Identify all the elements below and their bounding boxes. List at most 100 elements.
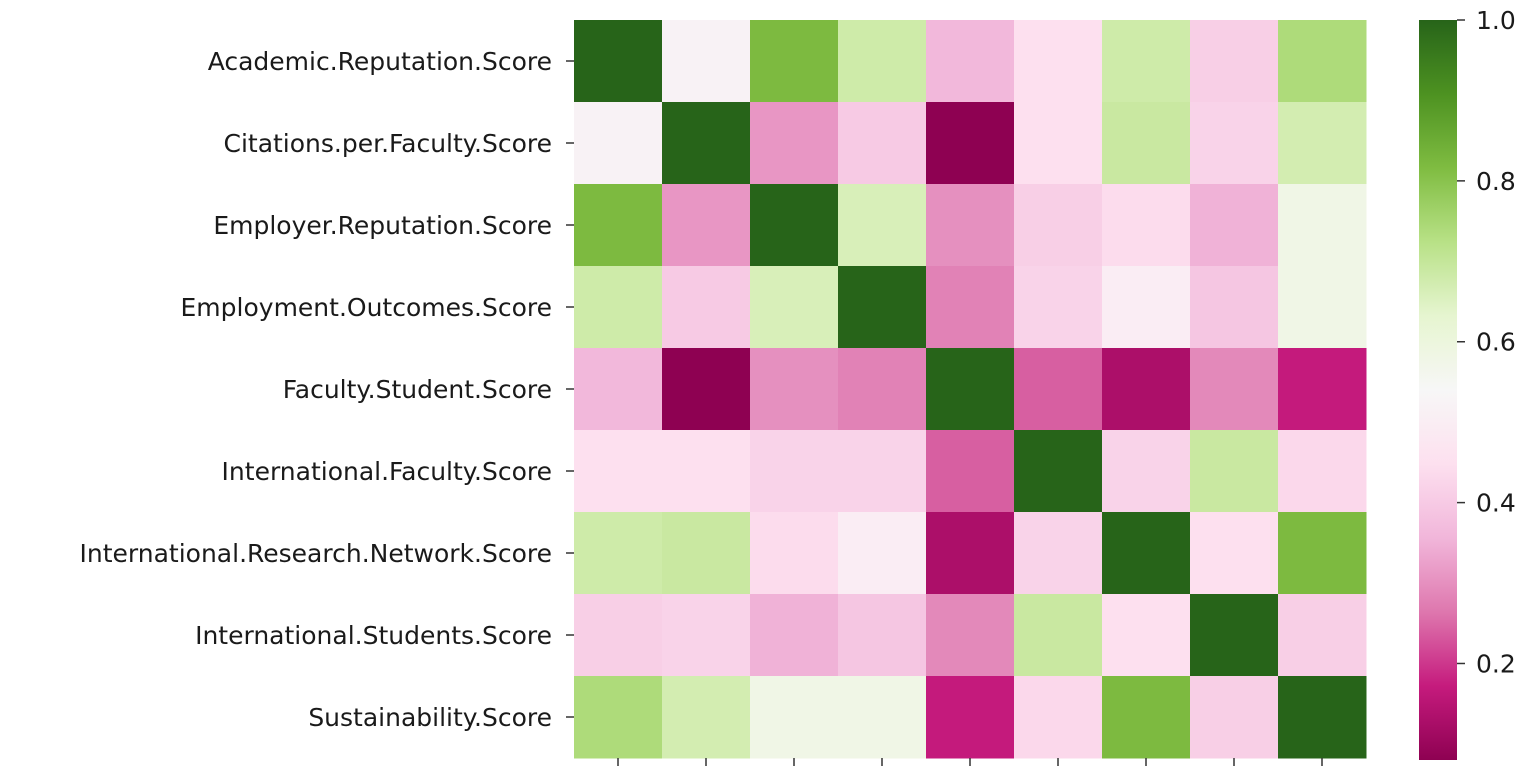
column-tick-marks <box>617 758 1323 766</box>
heatmap-cell <box>574 20 663 103</box>
heatmap-cell <box>1102 266 1191 349</box>
row-tick-label: Academic.Reputation.Score <box>208 47 552 76</box>
heatmap-cell <box>926 430 1015 513</box>
heatmap-cell <box>662 594 751 677</box>
row-tick-labels: Academic.Reputation.Score Citations.per.F… <box>80 47 552 732</box>
heatmap-cell <box>926 20 1015 103</box>
heatmap-cell <box>574 594 663 677</box>
heatmap-cell <box>838 102 927 185</box>
heatmap-cell <box>1014 594 1103 677</box>
heatmap-cell <box>662 348 751 431</box>
heatmap-cell <box>662 512 751 595</box>
row-tick-label: Faculty.Student.Score <box>283 375 552 404</box>
colorbar-tick-label: 0.2 <box>1476 649 1516 678</box>
heatmap-cell <box>926 102 1015 185</box>
heatmap-cell <box>1190 512 1279 595</box>
heatmap-cell <box>1102 184 1191 267</box>
heatmap-cell <box>1190 184 1279 267</box>
colorbar-ticks: 0.2 0.4 0.6 0.8 1.0 <box>1457 6 1516 678</box>
heatmap-cell <box>838 512 927 595</box>
heatmap-cell <box>1190 266 1279 349</box>
heatmap-cell <box>838 430 927 513</box>
heatmap-cell <box>838 184 927 267</box>
heatmap-cell <box>750 430 839 513</box>
heatmap-cell <box>1014 20 1103 103</box>
heatmap-cell <box>662 184 751 267</box>
heatmap-cell <box>926 676 1015 759</box>
heatmap-cell <box>1190 676 1279 759</box>
heatmap-cell <box>1190 430 1279 513</box>
row-tick-label: International.Faculty.Score <box>222 457 552 486</box>
row-tick-label: Employment.Outcomes.Score <box>181 293 552 322</box>
heatmap-cell <box>750 676 839 759</box>
heatmap-cell <box>750 184 839 267</box>
heatmap-cell <box>750 266 839 349</box>
heatmap-cell <box>750 348 839 431</box>
colorbar-tick-label: 0.4 <box>1476 489 1516 518</box>
heatmap-cell <box>662 266 751 349</box>
heatmap-cell <box>1278 430 1367 513</box>
heatmap-cell <box>662 676 751 759</box>
heatmap-cell <box>1278 348 1367 431</box>
heatmap-cell <box>1014 266 1103 349</box>
heatmap-cell <box>1014 430 1103 513</box>
heatmap-cell <box>574 430 663 513</box>
heatmap-cell <box>1190 102 1279 185</box>
row-tick-label: Citations.per.Faculty.Score <box>223 129 552 158</box>
heatmap-cell <box>1014 102 1103 185</box>
colorbar-tick-label: 1.0 <box>1476 6 1516 35</box>
row-tick-label: International.Students.Score <box>195 621 552 650</box>
colorbar-tick-label: 0.8 <box>1476 167 1516 196</box>
heatmap-cell <box>926 348 1015 431</box>
heatmap-cell <box>1278 266 1367 349</box>
heatmap-cell <box>1190 348 1279 431</box>
heatmap-cell <box>1102 512 1191 595</box>
heatmap-cell <box>750 20 839 103</box>
heatmap-cell <box>750 102 839 185</box>
heatmap-cell <box>1102 348 1191 431</box>
heatmap-cell <box>1102 102 1191 185</box>
heatmap-cell <box>1014 676 1103 759</box>
colorbar <box>1419 20 1457 760</box>
heatmap-cell <box>838 20 927 103</box>
row-tick-label: Employer.Reputation.Score <box>213 211 552 240</box>
heatmap-cell <box>1014 348 1103 431</box>
heatmap-cell <box>574 266 663 349</box>
heatmap-cell <box>838 348 927 431</box>
heatmap-cell <box>1102 430 1191 513</box>
colorbar-tick-label: 0.6 <box>1476 328 1516 357</box>
heatmap-cell <box>926 512 1015 595</box>
heatmap-cell <box>574 676 663 759</box>
heatmap-cell <box>926 184 1015 267</box>
heatmap-cell <box>574 102 663 185</box>
heatmap-cell <box>926 266 1015 349</box>
heatmap-cell <box>1278 512 1367 595</box>
heatmap-cell <box>1102 676 1191 759</box>
heatmap-cell <box>662 430 751 513</box>
row-tick-marks <box>566 60 574 718</box>
heatmap-cell <box>926 594 1015 677</box>
heatmap-cell <box>750 512 839 595</box>
row-tick-label: International.Research.Network.Score <box>80 539 552 568</box>
heatmap-cell <box>574 512 663 595</box>
heatmap-cell <box>662 20 751 103</box>
row-tick-label: Sustainability.Score <box>308 703 552 732</box>
heatmap-cell <box>574 184 663 267</box>
heatmap-cell <box>1102 594 1191 677</box>
heatmap-cell <box>838 594 927 677</box>
heatmap-cell <box>838 676 927 759</box>
heatmap-cell <box>1278 102 1367 185</box>
heatmap-cells <box>574 20 1367 759</box>
heatmap-cell <box>750 594 839 677</box>
heatmap-cell <box>1014 512 1103 595</box>
heatmap-cell <box>1278 676 1367 759</box>
heatmap-cell <box>1190 20 1279 103</box>
heatmap-cell <box>1014 184 1103 267</box>
heatmap-cell <box>838 266 927 349</box>
heatmap-cell <box>574 348 663 431</box>
heatmap-cell <box>662 102 751 185</box>
heatmap-cell <box>1278 594 1367 677</box>
heatmap-cell <box>1102 20 1191 103</box>
heatmap-cell <box>1278 184 1367 267</box>
